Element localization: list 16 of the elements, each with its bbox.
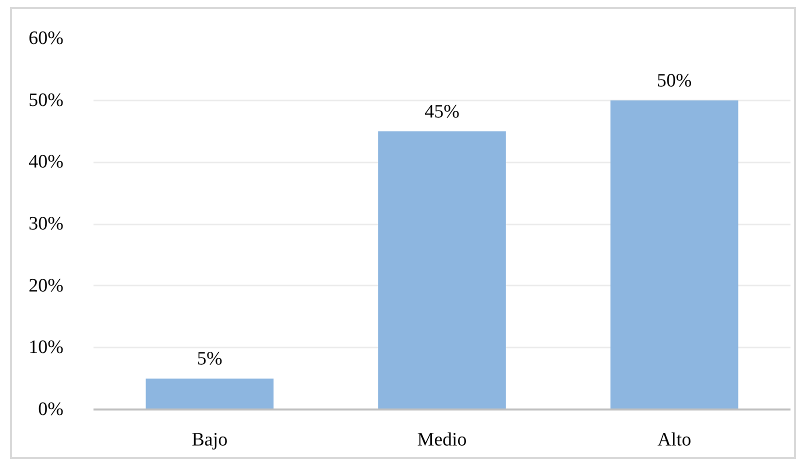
- y-tick-label: 50%: [28, 90, 64, 111]
- y-tick-label: 20%: [28, 275, 64, 296]
- y-tick-label: 0%: [38, 399, 64, 420]
- data-label: 45%: [424, 101, 460, 122]
- bar: [378, 131, 506, 410]
- y-tick-label: 60%: [28, 28, 64, 49]
- data-label: 50%: [656, 70, 692, 92]
- x-tick-label: Alto: [657, 430, 692, 450]
- data-label: 5%: [197, 348, 223, 370]
- y-tick-label: 10%: [28, 337, 64, 358]
- y-tick-label: 40%: [28, 152, 64, 173]
- x-tick-label: Bajo: [192, 430, 228, 450]
- bar: [610, 100, 738, 410]
- x-tick-label: Medio: [417, 430, 467, 450]
- y-tick-label: 30%: [28, 214, 64, 234]
- bar: [146, 378, 274, 410]
